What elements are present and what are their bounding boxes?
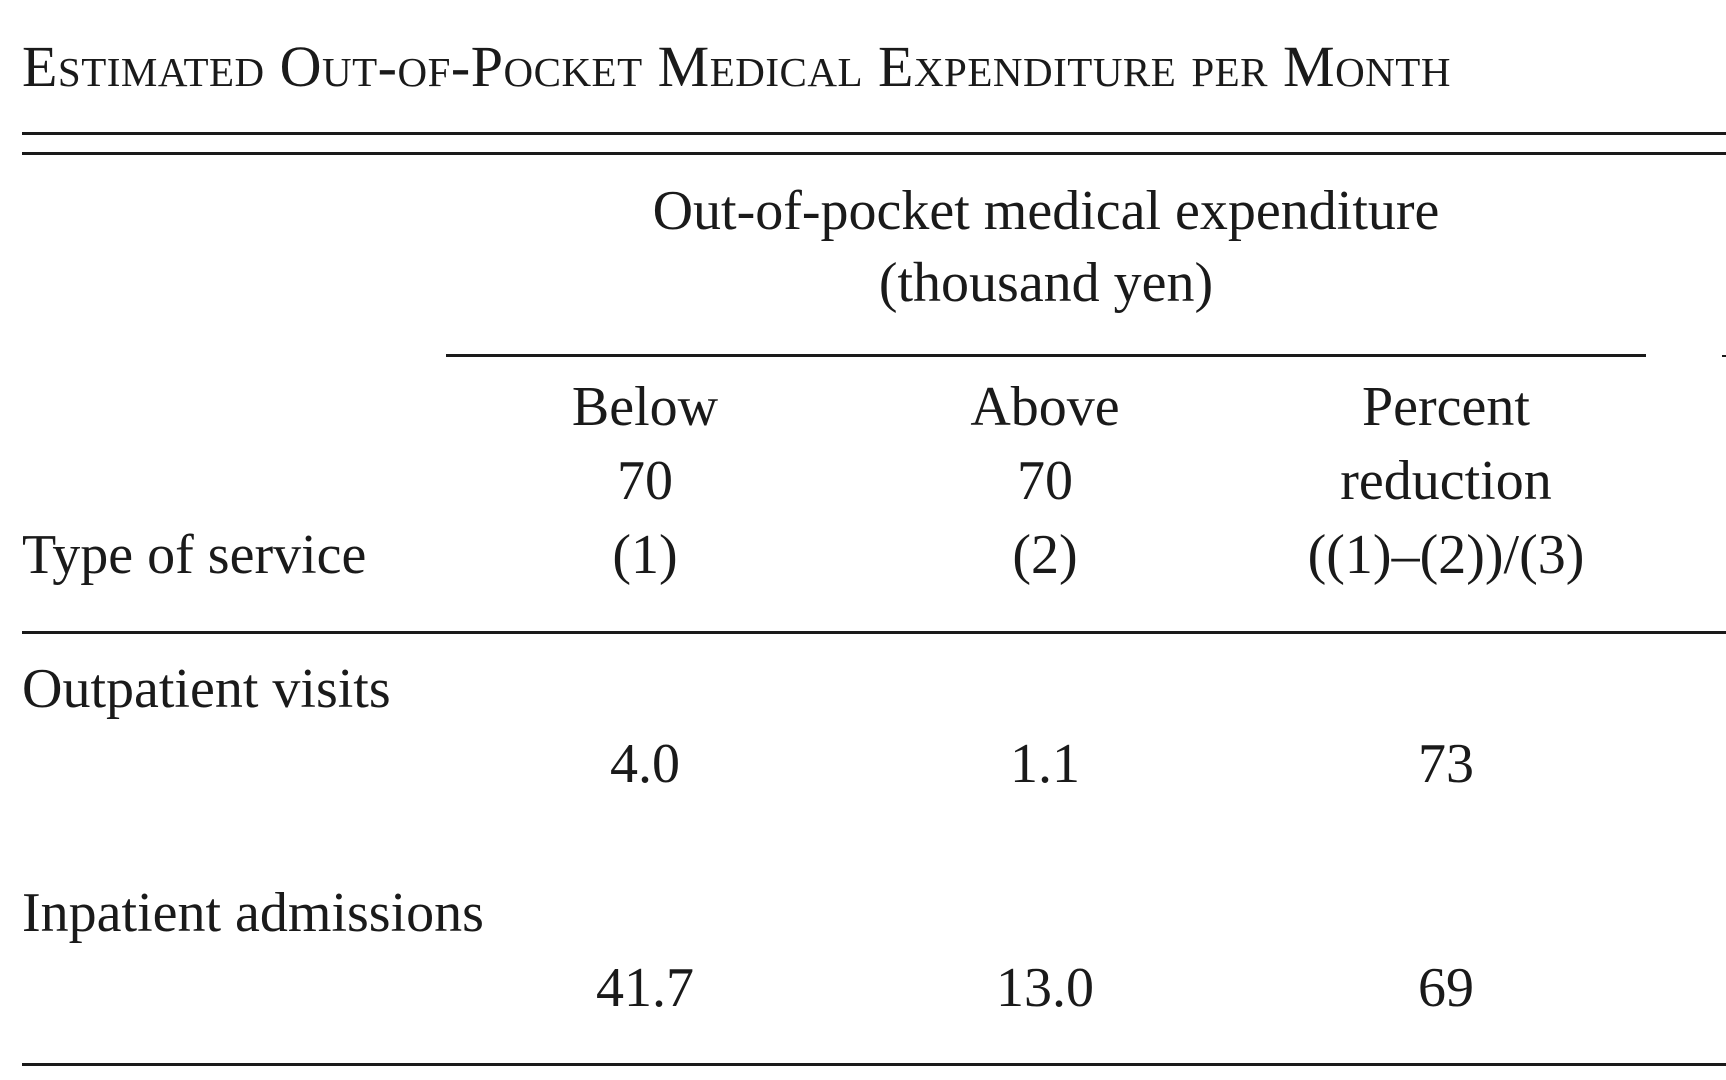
cell-inpatient-percent-reduction: 69 <box>1418 957 1474 1019</box>
cell-inpatient-below-70: 41.7 <box>596 957 694 1019</box>
column-header-2: Above 70 (2) <box>920 370 1170 592</box>
header-bottom-rule <box>22 631 1726 634</box>
column-header-1-line-3: (1) <box>612 524 678 586</box>
top-rule-1 <box>22 132 1726 135</box>
spanner-line-2: (thousand yen) <box>878 252 1214 314</box>
column-header-1-line-1: Below <box>571 376 719 438</box>
row-label-outpatient: Outpatient visits <box>22 658 391 720</box>
column-header-3-line-1: Percent <box>1362 376 1530 438</box>
spanner-line-1: Out-of-pocket medical expenditure <box>652 180 1440 242</box>
spanner-rule <box>446 354 1646 357</box>
cell-outpatient-percent-reduction: 73 <box>1418 733 1474 795</box>
column-header-2-line-2: 70 <box>1017 450 1073 512</box>
cell-outpatient-above-70: 1.1 <box>1010 733 1080 795</box>
spanner-header: Out-of-pocket medical expenditure (thous… <box>446 175 1646 319</box>
column-header-1-line-2: 70 <box>617 450 673 512</box>
column-header-1: Below 70 (1) <box>520 370 770 592</box>
column-header-2-line-3: (2) <box>1012 524 1078 586</box>
stub-header: Type of service <box>22 524 367 586</box>
cell-inpatient-above-70: 13.0 <box>996 957 1094 1019</box>
column-header-3-line-2: reduction <box>1340 450 1552 512</box>
column-header-3-line-3: ((1)–(2))/(3) <box>1307 524 1585 586</box>
bottom-rule <box>22 1063 1726 1066</box>
table-title: Estimated Out-of-Pocket Medical Expendit… <box>22 34 1451 99</box>
top-rule-2 <box>22 152 1726 155</box>
next-spanner-rule-edge <box>1722 355 1726 357</box>
cell-outpatient-below-70: 4.0 <box>610 733 680 795</box>
column-header-2-line-1: Above <box>970 376 1120 438</box>
column-header-3: Percent reduction ((1)–(2))/(3) <box>1246 370 1646 592</box>
row-label-inpatient: Inpatient admissions <box>22 882 484 944</box>
